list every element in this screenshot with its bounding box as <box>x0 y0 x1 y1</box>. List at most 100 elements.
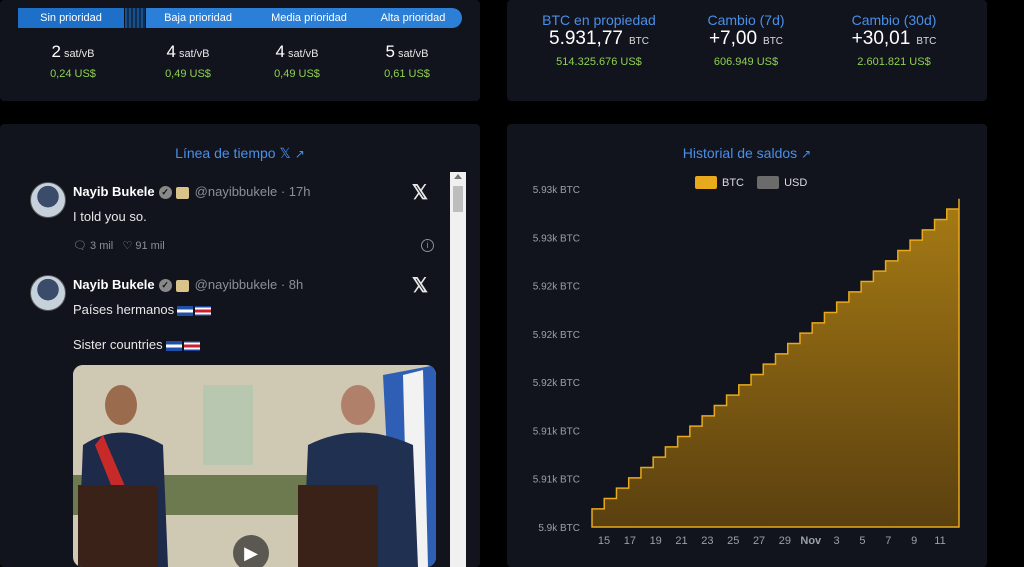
avatar[interactable] <box>30 182 66 218</box>
tweet-media-image[interactable]: ▶ <box>73 365 436 567</box>
y-tick-label: 5.93k BTC <box>533 185 580 196</box>
btc-area-series <box>591 198 960 528</box>
x-tick-label: 23 <box>701 535 713 547</box>
fee-usd: 0,49 US$ <box>165 68 211 80</box>
fee-unit: sat/vB <box>63 48 95 60</box>
tweet-feed[interactable]: Nayib Bukele ✓ @nayibbukele · 17h 𝕏 I told… <box>18 174 448 567</box>
tweet-stats: 🗨︎ 3 mil ♡ 91 mil <box>73 239 165 252</box>
y-tick-label: 5.91k BTC <box>533 426 580 437</box>
y-tick-label: 5.93k BTC <box>533 233 580 244</box>
legend-item-btc[interactable]: BTC <box>695 176 744 189</box>
legend-label: BTC <box>722 176 744 189</box>
play-icon[interactable]: ▶ <box>233 535 269 567</box>
fee-value: 2 <box>51 42 61 61</box>
y-tick-label: 5.91k BTC <box>533 475 580 486</box>
stat-change-7d: Cambio (7d) +7,00 BTC 606.949 US$ <box>666 12 826 68</box>
fee-tab-group <box>146 8 462 28</box>
legend-swatch-usd <box>757 176 780 189</box>
reply-count: 3 mil <box>90 240 114 252</box>
affiliate-badge-icon <box>175 186 189 199</box>
fee-usd: 0,61 US$ <box>384 68 430 80</box>
stat-usd: 2.601.821 US$ <box>857 56 931 68</box>
x-tick-label: 9 <box>911 535 917 547</box>
fee-unit: sat/vB <box>397 48 429 60</box>
x-tick-label: 25 <box>727 535 739 547</box>
history-title-row[interactable]: Historial de saldos ↗ <box>507 145 987 161</box>
tweet-handle[interactable]: @nayibbukele · 8h <box>194 277 304 292</box>
balance-chart[interactable]: 5.9k BTC 5.91k BTC 5.91k BTC 5.92k BTC 5.92k… <box>507 124 987 567</box>
y-tick-label: 5.9k BTC <box>538 523 580 534</box>
tweet-text-line: Países hermanos <box>73 302 212 317</box>
x-logo-icon[interactable]: 𝕏 <box>411 182 428 204</box>
affiliate-badge-icon <box>175 279 189 292</box>
tweet-text: I told you so. <box>73 209 147 224</box>
timeline-scrollbar[interactable] <box>450 172 466 567</box>
chart-legend: BTC USD <box>695 176 817 192</box>
tweet-item[interactable]: Nayib Bukele ✓ @nayibbukele · 8h 𝕏 Países … <box>18 267 448 567</box>
x-tick-label: 19 <box>650 535 662 547</box>
stat-label: Cambio (30d) <box>851 12 937 28</box>
flag-el-salvador-icon <box>165 340 182 351</box>
tweet-text-line: Sister countries <box>73 337 200 352</box>
verified-icon: ✓ <box>158 279 172 293</box>
external-link-icon[interactable]: ↗ <box>801 147 812 161</box>
fee-low: 4 sat/vB 0,49 US$ <box>133 42 243 80</box>
avatar[interactable] <box>30 275 66 311</box>
like-count: 91 mil <box>135 240 165 252</box>
timeline-title-row[interactable]: Línea de tiempo 𝕏 ↗ <box>0 145 480 162</box>
history-title[interactable]: Historial de saldos <box>682 145 798 161</box>
stat-value: +7,00 <box>708 28 758 49</box>
x-tick-label: 21 <box>675 535 687 547</box>
tweet-author-row: Nayib Bukele ✓ @nayibbukele · 17h <box>73 184 311 200</box>
stat-unit: BTC <box>628 36 649 47</box>
stat-label: Cambio (7d) <box>707 12 785 28</box>
tab-media-prioridad[interactable]: Media prioridad <box>271 12 347 24</box>
stat-unit: BTC <box>763 36 784 47</box>
x-tick-label: 27 <box>753 535 765 547</box>
scroll-thumb[interactable] <box>453 186 463 212</box>
tweet-author-name[interactable]: Nayib Bukele <box>73 184 155 199</box>
x-tick-label: 5 <box>859 535 865 547</box>
x-tick-label: 17 <box>624 535 636 547</box>
x-logo-icon[interactable]: 𝕏 <box>411 275 428 297</box>
tab-alta-prioridad[interactable]: Alta prioridad <box>380 12 446 24</box>
stat-value: +30,01 <box>851 28 911 49</box>
fee-tab-divider <box>125 8 145 28</box>
tab-baja-prioridad[interactable]: Baja prioridad <box>164 12 232 24</box>
tab-sin-prioridad[interactable]: Sin prioridad <box>18 8 124 28</box>
info-icon[interactable]: i <box>421 239 434 252</box>
tweet-handle[interactable]: @nayibbukele · 17h <box>194 184 311 199</box>
fee-none: 2 sat/vB 0,24 US$ <box>18 42 128 80</box>
x-tick-label: 11 <box>934 535 945 547</box>
fee-high: 5 sat/vB 0,61 US$ <box>352 42 462 80</box>
fee-unit: sat/vB <box>178 48 210 60</box>
fee-value: 4 <box>275 42 285 61</box>
legend-label: USD <box>784 176 808 189</box>
like-icon[interactable]: ♡ <box>122 240 133 252</box>
fee-usd: 0,49 US$ <box>274 68 320 80</box>
timeline-card: Línea de tiempo 𝕏 ↗ Nayib Bukele ✓ @nayibbu… <box>0 124 480 567</box>
x-tick-label: Nov <box>800 535 822 547</box>
stat-usd: 606.949 US$ <box>713 56 779 68</box>
scroll-up-arrow-icon[interactable] <box>454 174 462 179</box>
fee-medium: 4 sat/vB 0,49 US$ <box>242 42 352 80</box>
media-scene <box>73 365 436 567</box>
tweet-author-name[interactable]: Nayib Bukele <box>73 277 155 292</box>
tweet-item[interactable]: Nayib Bukele ✓ @nayibbukele · 17h 𝕏 I told… <box>18 174 448 264</box>
verified-icon: ✓ <box>158 186 172 200</box>
stat-value: 5.931,77 <box>549 28 623 49</box>
legend-item-usd[interactable]: USD <box>757 176 807 189</box>
timeline-title[interactable]: Línea de tiempo 𝕏 <box>175 145 291 161</box>
x-tick-label: 7 <box>885 535 891 547</box>
reply-icon[interactable]: 🗨︎ <box>73 240 87 252</box>
fee-card: Sin prioridad Baja prioridad Media prior… <box>0 0 480 101</box>
fee-unit: sat/vB <box>287 48 319 60</box>
x-axis: 15 17 19 21 23 25 27 29 Nov 3 5 7 9 11 <box>598 535 946 547</box>
fee-tabs: Sin prioridad Baja prioridad Media prior… <box>18 8 462 28</box>
tweet-author-row: Nayib Bukele ✓ @nayibbukele · 8h <box>73 277 304 293</box>
fee-value: 5 <box>385 42 395 61</box>
fee-value: 4 <box>166 42 176 61</box>
x-tick-label: 3 <box>834 535 840 547</box>
external-link-icon[interactable]: ↗ <box>294 147 305 161</box>
stat-change-30d: Cambio (30d) +30,01 BTC 2.601.821 US$ <box>814 12 974 68</box>
